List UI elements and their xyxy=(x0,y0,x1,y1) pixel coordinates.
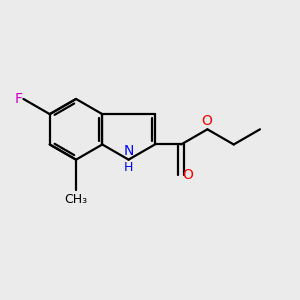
Text: CH₃: CH₃ xyxy=(64,193,88,206)
Text: O: O xyxy=(201,114,212,128)
Text: F: F xyxy=(14,92,22,106)
Text: O: O xyxy=(182,168,193,182)
Text: H: H xyxy=(124,161,133,174)
Text: N: N xyxy=(123,144,134,158)
